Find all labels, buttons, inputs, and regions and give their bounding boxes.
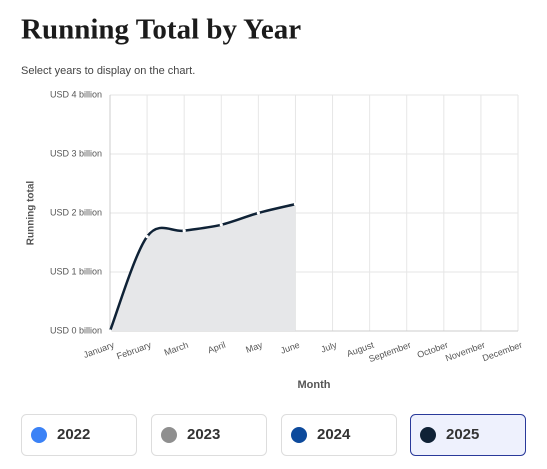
x-tick-label: September bbox=[367, 340, 412, 364]
button-dot bbox=[291, 427, 307, 443]
button-box bbox=[151, 414, 267, 456]
year-button[interactable]: 2023 bbox=[151, 414, 267, 456]
x-tick-label: June bbox=[279, 340, 301, 356]
year-button[interactable]: 2025 bbox=[410, 414, 526, 456]
point bbox=[256, 211, 260, 215]
button-label: 2024 bbox=[317, 426, 351, 443]
button-label: 2025 bbox=[446, 426, 479, 443]
y-tick-label: USD 3 billion bbox=[50, 148, 102, 158]
x-tick-label: December bbox=[481, 340, 523, 364]
y-tick-label: USD 0 billion bbox=[50, 325, 102, 335]
x-tick-label: November bbox=[444, 340, 486, 364]
button-box bbox=[281, 414, 397, 456]
y-axis-title: Running total bbox=[26, 181, 37, 246]
x-tick-label: July bbox=[320, 340, 339, 355]
y-tick-label: USD 1 billion bbox=[50, 266, 102, 276]
x-axis-title: Month bbox=[298, 379, 331, 391]
point bbox=[219, 223, 223, 227]
button-dot bbox=[31, 427, 47, 443]
year-button[interactable]: 2024 bbox=[281, 414, 397, 456]
y-tick-label: USD 4 billion bbox=[50, 89, 102, 99]
x-tick-label: March bbox=[163, 340, 190, 358]
x-tick-label: February bbox=[115, 340, 153, 362]
button-label: 2022 bbox=[57, 426, 90, 443]
point bbox=[108, 329, 112, 333]
area bbox=[110, 204, 296, 331]
point bbox=[182, 229, 186, 233]
button-box bbox=[410, 414, 526, 456]
x-tick-label: May bbox=[244, 340, 264, 355]
point bbox=[293, 202, 298, 206]
button-box bbox=[21, 414, 137, 456]
x-tick-label: April bbox=[206, 340, 226, 356]
y-tick-label: USD 2 billion bbox=[50, 207, 102, 217]
subtitle: Select years to display on the chart. bbox=[21, 65, 195, 77]
button-label: 2023 bbox=[187, 426, 220, 443]
point bbox=[145, 235, 149, 239]
chart-title: Running Total by Year bbox=[21, 14, 301, 46]
year-button[interactable]: 2022 bbox=[21, 414, 137, 456]
button-dot bbox=[161, 427, 177, 443]
button-dot bbox=[420, 427, 436, 443]
x-tick-label: January bbox=[82, 340, 116, 361]
